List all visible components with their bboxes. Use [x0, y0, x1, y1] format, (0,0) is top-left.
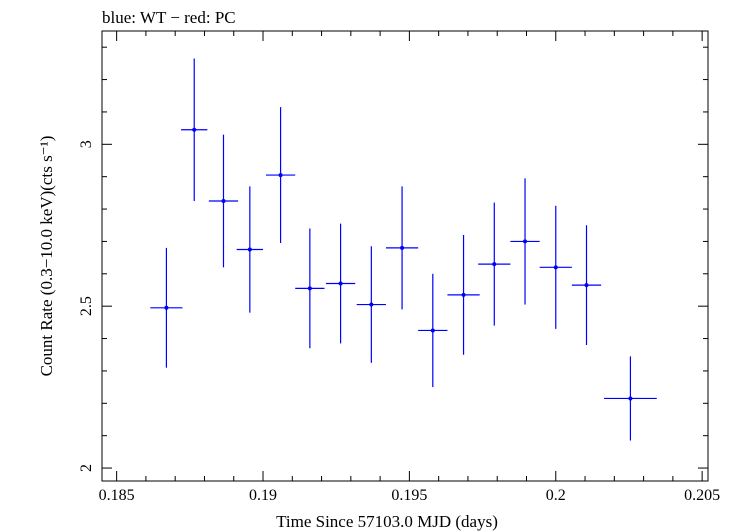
- data-marker: [247, 247, 252, 252]
- data-point: [539, 205, 572, 329]
- data-marker: [192, 127, 197, 132]
- x-axis-label: Time Since 57103.0 MJD (days): [276, 512, 498, 531]
- data-marker: [221, 198, 226, 203]
- chart-title: blue: WT − red: PC: [102, 8, 236, 27]
- data-marker: [628, 396, 633, 401]
- data-marker: [584, 283, 589, 288]
- data-marker: [338, 281, 343, 286]
- x-tick-label: 0.2: [546, 487, 566, 504]
- data-point: [356, 246, 386, 363]
- x-tick-label: 0.185: [99, 487, 135, 504]
- data-point: [265, 107, 296, 244]
- data-point: [510, 178, 540, 305]
- axis-ticks: [102, 31, 708, 481]
- data-marker: [278, 173, 283, 178]
- axis-tick-labels: 0.185 0.19 0.195 0.2 0.205 2 2.5 3: [78, 140, 720, 504]
- data-point: [150, 247, 183, 368]
- data-marker: [369, 302, 374, 307]
- data-marker: [492, 262, 497, 267]
- data-point: [325, 223, 356, 344]
- x-tick-label: 0.195: [391, 487, 427, 504]
- data-point: [236, 186, 264, 313]
- data-point: [295, 228, 325, 349]
- data-point: [604, 356, 657, 441]
- data-marker: [307, 286, 312, 291]
- data-marker: [164, 305, 169, 310]
- data-point: [385, 186, 419, 310]
- data-point: [478, 202, 511, 326]
- data-point: [208, 134, 239, 268]
- x-tick-label: 0.205: [684, 487, 720, 504]
- y-tick-label: 2: [78, 464, 95, 472]
- data-points: [150, 58, 657, 441]
- data-marker: [430, 328, 435, 333]
- data-marker: [461, 292, 466, 297]
- y-axis-label: Count Rate (0.3−10.0 keV)(cts s⁻¹): [37, 136, 56, 377]
- data-point: [571, 225, 602, 346]
- x-tick-label: 0.19: [249, 487, 277, 504]
- data-marker: [523, 239, 528, 244]
- data-marker: [400, 245, 405, 250]
- y-tick-label: 3: [78, 140, 95, 148]
- data-marker: [553, 265, 558, 270]
- data-point: [181, 58, 208, 201]
- plot-frame: [101, 30, 709, 482]
- y-tick-label: 2.5: [78, 296, 95, 316]
- data-point: [418, 273, 448, 388]
- data-point: [447, 234, 480, 355]
